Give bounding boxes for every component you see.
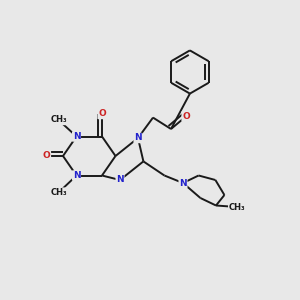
Text: N: N	[179, 178, 187, 188]
Text: N: N	[73, 171, 80, 180]
Text: N: N	[116, 176, 124, 184]
Text: N: N	[73, 132, 80, 141]
Text: CH₃: CH₃	[50, 188, 67, 197]
Text: O: O	[43, 152, 50, 160]
Text: O: O	[182, 112, 190, 121]
Text: O: O	[98, 110, 106, 118]
Text: CH₃: CH₃	[50, 116, 67, 124]
Text: N: N	[134, 134, 142, 142]
Text: CH₃: CH₃	[229, 202, 245, 211]
